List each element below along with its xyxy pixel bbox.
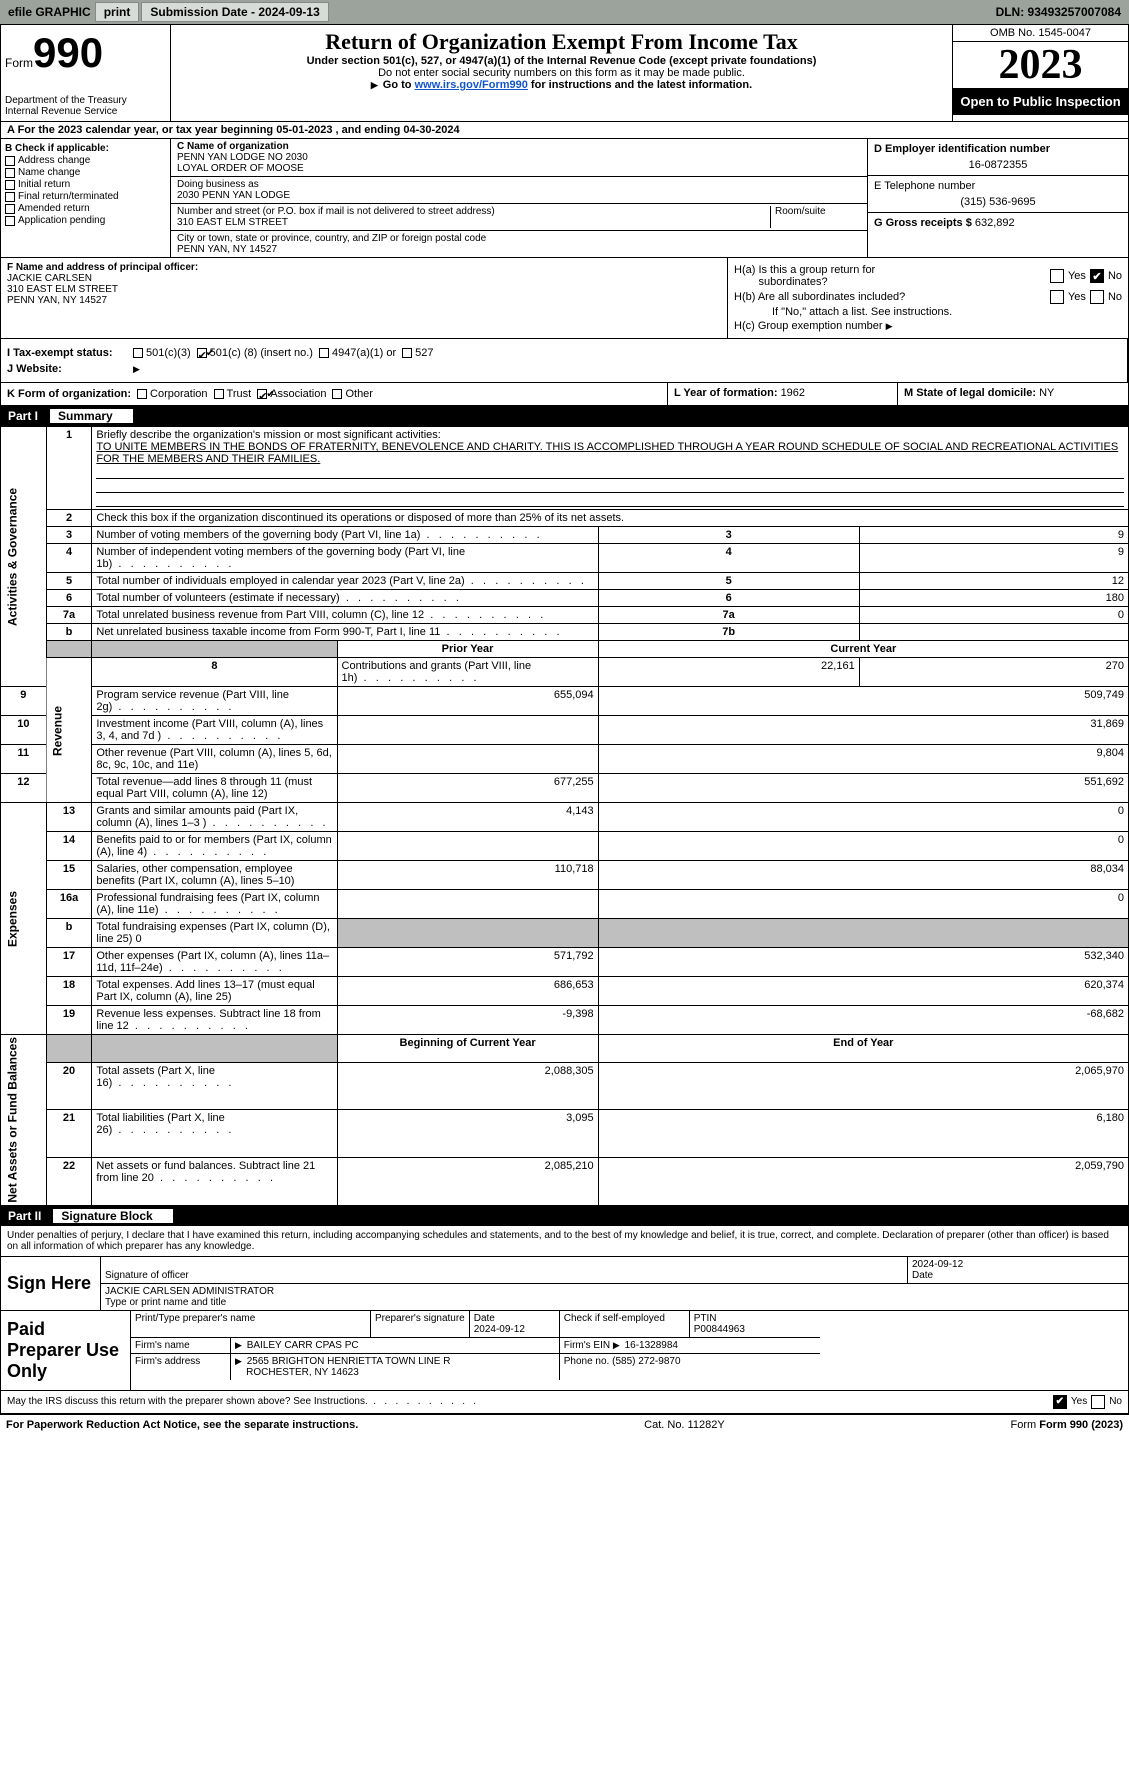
dept-treasury: Department of the Treasury xyxy=(5,95,166,106)
signature-block: Under penalties of perjury, I declare th… xyxy=(0,1226,1129,1414)
form-subtitle-1: Under section 501(c), 527, or 4947(a)(1)… xyxy=(175,55,948,67)
chk-corp[interactable] xyxy=(137,389,147,399)
dba-name: 2030 PENN YAN LODGE xyxy=(177,190,861,201)
submission-date: Submission Date - 2024-09-13 xyxy=(141,2,328,22)
vlabel-expenses: Expenses xyxy=(1,803,47,1035)
vlabel-revenue: Revenue xyxy=(46,658,92,803)
chk-527[interactable] xyxy=(402,348,412,358)
may-discuss-no[interactable] xyxy=(1091,1395,1105,1409)
sign-here-label: Sign Here xyxy=(1,1257,101,1310)
footer: For Paperwork Reduction Act Notice, see … xyxy=(0,1414,1129,1435)
form-header: Form990 Department of the Treasury Inter… xyxy=(0,24,1129,122)
part-i-header: Part I Summary xyxy=(0,406,1129,426)
section-j-website: J Website: xyxy=(7,363,1121,375)
chk-name-change[interactable] xyxy=(5,168,15,178)
section-k-form-org: K Form of organization: Corporation Trus… xyxy=(1,383,668,405)
section-l-year: L Year of formation: 1962 xyxy=(668,383,898,405)
ha-yes[interactable] xyxy=(1050,269,1064,283)
part-ii-header: Part II Signature Block xyxy=(0,1206,1129,1226)
form-title: Return of Organization Exempt From Incom… xyxy=(175,29,948,55)
irs-label: Internal Revenue Service xyxy=(5,106,166,117)
section-i-tax-status: I Tax-exempt status: 501(c)(3) ✔ 501(c) … xyxy=(7,346,1121,360)
section-d-ein: D Employer identification number 16-0872… xyxy=(868,139,1128,176)
form-goto: Go to www.irs.gov/Form990 for instructio… xyxy=(175,79,948,91)
topbar: efile GRAPHIC print Submission Date - 20… xyxy=(0,0,1129,24)
section-b-checkboxes: B Check if applicable: Address change Na… xyxy=(1,139,171,257)
mission-text: TO UNITE MEMBERS IN THE BONDS OF FRATERN… xyxy=(96,441,1118,465)
dln-label: DLN: 93493257007084 xyxy=(996,5,1121,19)
vlabel-net: Net Assets or Fund Balances xyxy=(1,1035,47,1206)
form-number: Form990 xyxy=(5,29,166,77)
section-e-phone: E Telephone number (315) 536-9695 xyxy=(868,176,1128,213)
chk-application-pending[interactable] xyxy=(5,216,15,226)
vlabel-governance: Activities & Governance xyxy=(1,427,47,687)
section-c-org-info: C Name of organization PENN YAN LODGE NO… xyxy=(171,139,868,257)
chk-amended-return[interactable] xyxy=(5,204,15,214)
street-address: 310 EAST ELM STREET xyxy=(177,217,766,228)
hb-no[interactable] xyxy=(1090,290,1104,304)
section-a-period: A For the 2023 calendar year, or tax yea… xyxy=(0,122,1129,139)
ha-no[interactable]: ✔ xyxy=(1090,269,1104,283)
print-button[interactable]: print xyxy=(95,2,140,22)
chk-501c[interactable]: ✔ xyxy=(197,348,207,358)
may-discuss-yes[interactable]: ✔ xyxy=(1053,1395,1067,1409)
omb-number: OMB No. 1545-0047 xyxy=(953,25,1128,42)
efile-label: efile GRAPHIC xyxy=(8,5,91,19)
open-public-inspection: Open to Public Inspection xyxy=(953,88,1128,115)
chk-4947[interactable] xyxy=(319,348,329,358)
chk-501c3[interactable] xyxy=(133,348,143,358)
hb-yes[interactable] xyxy=(1050,290,1064,304)
chk-other[interactable] xyxy=(332,389,342,399)
form-note-ssn: Do not enter social security numbers on … xyxy=(175,67,948,79)
summary-table: Activities & Governance 1 Briefly descri… xyxy=(0,426,1129,1206)
org-name-1: PENN YAN LODGE NO 2030 xyxy=(177,152,861,163)
section-g-gross: G Gross receipts $ 632,892 xyxy=(868,213,1128,233)
chk-final-return[interactable] xyxy=(5,192,15,202)
city-state-zip: PENN YAN, NY 14527 xyxy=(177,244,861,255)
may-irs-discuss: May the IRS discuss this return with the… xyxy=(7,1396,1053,1407)
section-h-group: H(a) Is this a group return for subordin… xyxy=(728,258,1128,338)
org-name-2: LOYAL ORDER OF MOOSE xyxy=(177,163,861,174)
tax-year: 2023 xyxy=(953,42,1128,88)
section-m-state: M State of legal domicile: NY xyxy=(898,383,1128,405)
irs-link[interactable]: www.irs.gov/Form990 xyxy=(415,79,528,91)
paid-preparer-label: Paid Preparer Use Only xyxy=(1,1311,131,1390)
chk-assoc[interactable]: ✔ xyxy=(257,389,267,399)
chk-trust[interactable] xyxy=(214,389,224,399)
chk-initial-return[interactable] xyxy=(5,180,15,190)
section-f-officer: F Name and address of principal officer:… xyxy=(1,258,728,338)
chk-address-change[interactable] xyxy=(5,156,15,166)
